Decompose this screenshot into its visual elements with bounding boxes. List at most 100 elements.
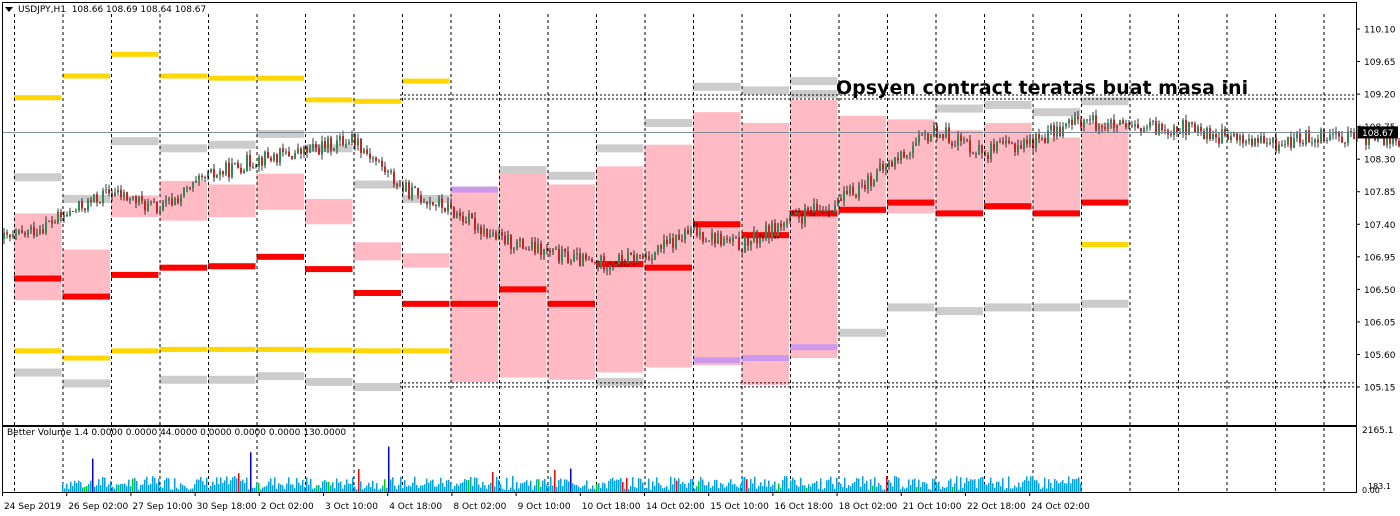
- volume-bar: [666, 486, 668, 492]
- strike-bar-gold: [14, 348, 62, 354]
- volume-bar: [668, 489, 670, 492]
- candle-body: [348, 142, 350, 144]
- volume-bar: [1062, 480, 1064, 492]
- volume-bar: [302, 479, 304, 492]
- volume-bar: [852, 483, 854, 492]
- volume-bar: [1038, 483, 1040, 492]
- indicator-axis-zero: 0.00: [1362, 486, 1380, 495]
- strike-bar-gray: [305, 377, 353, 386]
- candle-body: [471, 213, 473, 218]
- candle-body: [297, 148, 299, 154]
- candle-body: [765, 225, 767, 239]
- volume-bar: [254, 487, 256, 492]
- candle-body: [273, 153, 275, 161]
- candle-body: [1008, 140, 1010, 144]
- strike-bar-red: [159, 264, 207, 271]
- volume-bar: [524, 482, 526, 492]
- volume-bar: [958, 489, 960, 492]
- strike-bar-gray: [1081, 97, 1129, 106]
- candle-body: [1155, 121, 1157, 135]
- volume-bar: [1074, 479, 1076, 492]
- candle-body: [381, 160, 383, 167]
- candle-body: [492, 232, 494, 235]
- candle-body: [1383, 137, 1385, 146]
- candle-body: [1281, 144, 1283, 146]
- time-tick-label: 26 Sep 02:00: [68, 502, 128, 512]
- candle-body: [258, 157, 260, 167]
- volume-bar: [1012, 488, 1014, 492]
- volume-bar: [1008, 476, 1010, 492]
- volume-bar: [420, 485, 422, 492]
- candle-body: [78, 201, 80, 211]
- volume-bar: [750, 478, 752, 492]
- volume-bar: [158, 478, 160, 492]
- volume-bar: [550, 476, 552, 492]
- volume-bar: [348, 483, 350, 492]
- candle-body: [954, 145, 956, 147]
- volume-bar: [1066, 483, 1068, 492]
- candle-body: [1029, 138, 1031, 144]
- strike-bar-gray: [62, 194, 110, 203]
- volume-bar: [572, 483, 574, 492]
- volume-bar: [548, 485, 550, 492]
- volume-bar: [100, 485, 102, 492]
- candle-body: [1209, 128, 1211, 140]
- volume-bar: [374, 488, 376, 492]
- candle-body: [1098, 125, 1100, 130]
- volume-bar: [102, 477, 104, 492]
- candle-body: [120, 189, 122, 198]
- volume-bar: [206, 477, 208, 492]
- time-tick-label: 8 Oct 02:00: [453, 502, 506, 512]
- candle-body: [534, 241, 536, 253]
- candle-body: [1236, 133, 1238, 141]
- candle-body: [213, 169, 215, 178]
- volume-bar: [916, 487, 918, 492]
- candle-body: [459, 212, 461, 217]
- candle-body: [519, 238, 521, 242]
- volume-bar: [1022, 481, 1024, 492]
- volume-bar: [428, 482, 430, 492]
- volume-bar: [250, 452, 252, 492]
- candle-body: [1038, 133, 1040, 139]
- candle-body: [930, 135, 932, 142]
- option-zone: [159, 180, 207, 221]
- volume-bar: [492, 472, 494, 492]
- candle-body: [1266, 142, 1268, 144]
- volume-bar: [970, 479, 972, 492]
- volume-bar: [138, 489, 140, 492]
- volume-bar: [440, 477, 442, 492]
- time-tick-label: 27 Sep 10:00: [132, 502, 192, 512]
- candle-body: [699, 231, 701, 236]
- volume-bar: [766, 486, 768, 492]
- candle-body: [12, 234, 14, 238]
- volume-bar: [858, 478, 860, 492]
- candle-body: [906, 155, 908, 158]
- candle-body: [924, 133, 926, 135]
- candle-body: [3, 232, 5, 239]
- volume-bar: [322, 481, 324, 492]
- volume-bar: [218, 484, 220, 492]
- volume-bar: [268, 481, 270, 492]
- candle-body: [561, 248, 563, 262]
- candle-body: [1206, 128, 1208, 140]
- candle-body: [438, 198, 440, 206]
- candle-body: [894, 157, 896, 167]
- volume-bar: [910, 485, 912, 492]
- volume-bar: [288, 477, 290, 492]
- candle-body: [1047, 130, 1049, 144]
- candle-body: [594, 261, 596, 263]
- candle-body: [210, 169, 212, 172]
- volume-bar: [122, 483, 124, 492]
- volume-bar: [150, 483, 152, 492]
- volume-bar: [318, 485, 320, 492]
- volume-bar: [698, 481, 700, 492]
- candle-body: [1140, 128, 1142, 132]
- chart-menu-triangle-icon[interactable]: [5, 7, 13, 12]
- candle-body: [1011, 143, 1013, 145]
- volume-bar: [780, 487, 782, 492]
- strike-bar-gold: [111, 348, 159, 354]
- option-zone: [984, 123, 1032, 210]
- volume-bar: [1048, 479, 1050, 492]
- candle-body: [1233, 133, 1235, 137]
